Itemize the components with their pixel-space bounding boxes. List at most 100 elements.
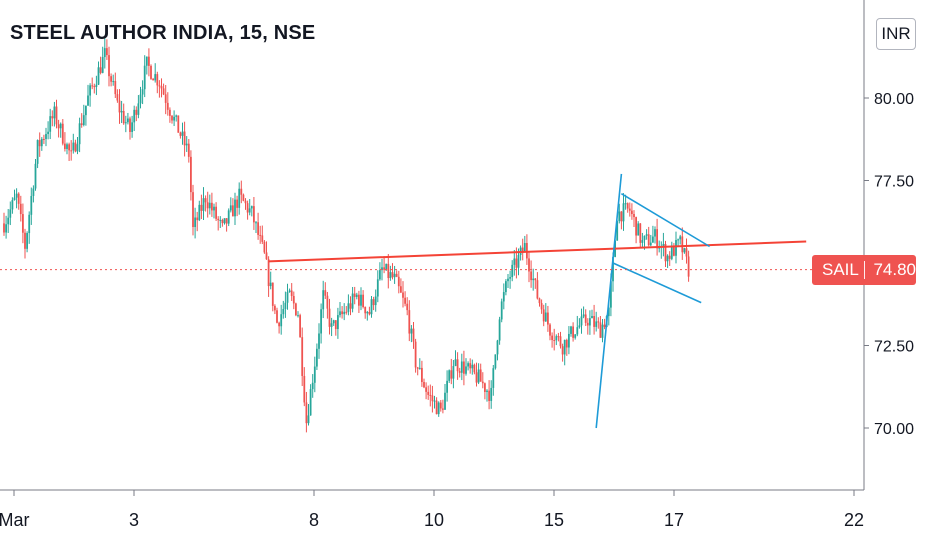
candle	[101, 46, 104, 74]
candle	[458, 367, 461, 378]
candle	[618, 203, 621, 224]
candle-body	[582, 314, 585, 317]
candle	[30, 187, 33, 225]
candle	[473, 363, 476, 375]
candle-body	[61, 123, 64, 144]
candle	[112, 74, 115, 86]
candle	[599, 316, 602, 338]
candle-body	[517, 255, 520, 268]
candle	[290, 283, 293, 301]
candle-body	[87, 95, 89, 106]
flag-pole[interactable]	[595, 173, 623, 429]
resistance-line[interactable]	[268, 240, 807, 263]
candle	[19, 195, 22, 222]
candle-body	[276, 310, 278, 323]
candle	[265, 241, 268, 260]
candle-body	[618, 211, 621, 222]
candle	[423, 378, 425, 389]
candle	[349, 296, 352, 316]
symbol-title[interactable]: STEEL AUTHOR INDIA, 15, NSE	[10, 22, 316, 44]
candle	[442, 399, 444, 414]
candle	[206, 191, 209, 218]
candle-body	[385, 263, 388, 270]
candle	[74, 139, 77, 153]
candle	[127, 112, 129, 125]
flag-lower[interactable]	[612, 262, 702, 304]
candle	[154, 63, 157, 83]
candle-body	[250, 206, 253, 209]
candle-body	[234, 199, 236, 217]
candle	[469, 358, 472, 374]
candle-body	[584, 314, 587, 323]
candle-body	[85, 105, 87, 116]
candle	[355, 292, 358, 300]
candle-body	[624, 203, 627, 205]
candle-body	[271, 282, 274, 306]
candle	[171, 114, 173, 124]
candle-body	[309, 389, 312, 416]
candle	[49, 108, 52, 140]
candle-body	[51, 116, 54, 119]
candle-body	[74, 142, 77, 152]
time-tick-label: 3	[129, 510, 139, 530]
candle	[9, 201, 12, 226]
candle-body	[366, 312, 369, 314]
candle-body	[215, 206, 217, 219]
candle-body	[355, 294, 358, 297]
candle-body	[481, 381, 484, 384]
candle-body	[654, 229, 656, 237]
candle	[668, 251, 671, 266]
candle-body	[561, 346, 564, 355]
candle	[26, 231, 28, 253]
candle	[255, 221, 257, 233]
candle-body	[381, 267, 383, 271]
candle-body	[389, 272, 392, 279]
candle-body	[259, 234, 262, 236]
candle-body	[574, 334, 577, 338]
candle-body	[607, 307, 610, 317]
candle	[416, 366, 419, 376]
candle	[93, 83, 96, 94]
time-axis[interactable]: Mar 3 8 10 15 17 22	[0, 490, 864, 530]
candle	[91, 77, 94, 90]
candle	[118, 89, 121, 124]
candle	[383, 256, 385, 274]
price-tag-value: 74.80	[873, 259, 916, 279]
candle	[498, 316, 501, 345]
candle-body	[95, 84, 98, 87]
candle	[295, 302, 297, 317]
candle	[662, 232, 665, 257]
candle-body	[292, 296, 295, 304]
candle	[372, 296, 375, 311]
candle	[492, 365, 495, 396]
candle	[269, 271, 272, 290]
candle-body	[76, 144, 79, 152]
time-tick-label: 15	[544, 510, 564, 530]
candle-body	[345, 311, 348, 313]
candle	[559, 331, 562, 349]
currency-badge[interactable]: INR	[876, 18, 916, 50]
candle-body	[521, 247, 524, 252]
candle	[309, 384, 312, 416]
candle	[353, 286, 356, 305]
price-tick-label: 77.50	[874, 174, 914, 191]
candle	[326, 291, 329, 319]
candle	[70, 140, 73, 161]
flag-upper[interactable]	[620, 193, 711, 248]
candle-body	[91, 85, 94, 87]
candle-body	[444, 392, 446, 410]
candle	[148, 48, 150, 77]
candle	[528, 252, 530, 283]
candle-body	[284, 302, 287, 310]
candle	[78, 117, 81, 153]
candle	[456, 352, 459, 380]
candle-body	[181, 131, 184, 136]
candle-body	[370, 299, 373, 315]
candle	[85, 105, 87, 126]
candle-body	[492, 368, 495, 388]
candle-body	[120, 110, 123, 113]
candle	[412, 322, 415, 349]
candle	[225, 217, 228, 232]
candle-body	[148, 56, 150, 66]
